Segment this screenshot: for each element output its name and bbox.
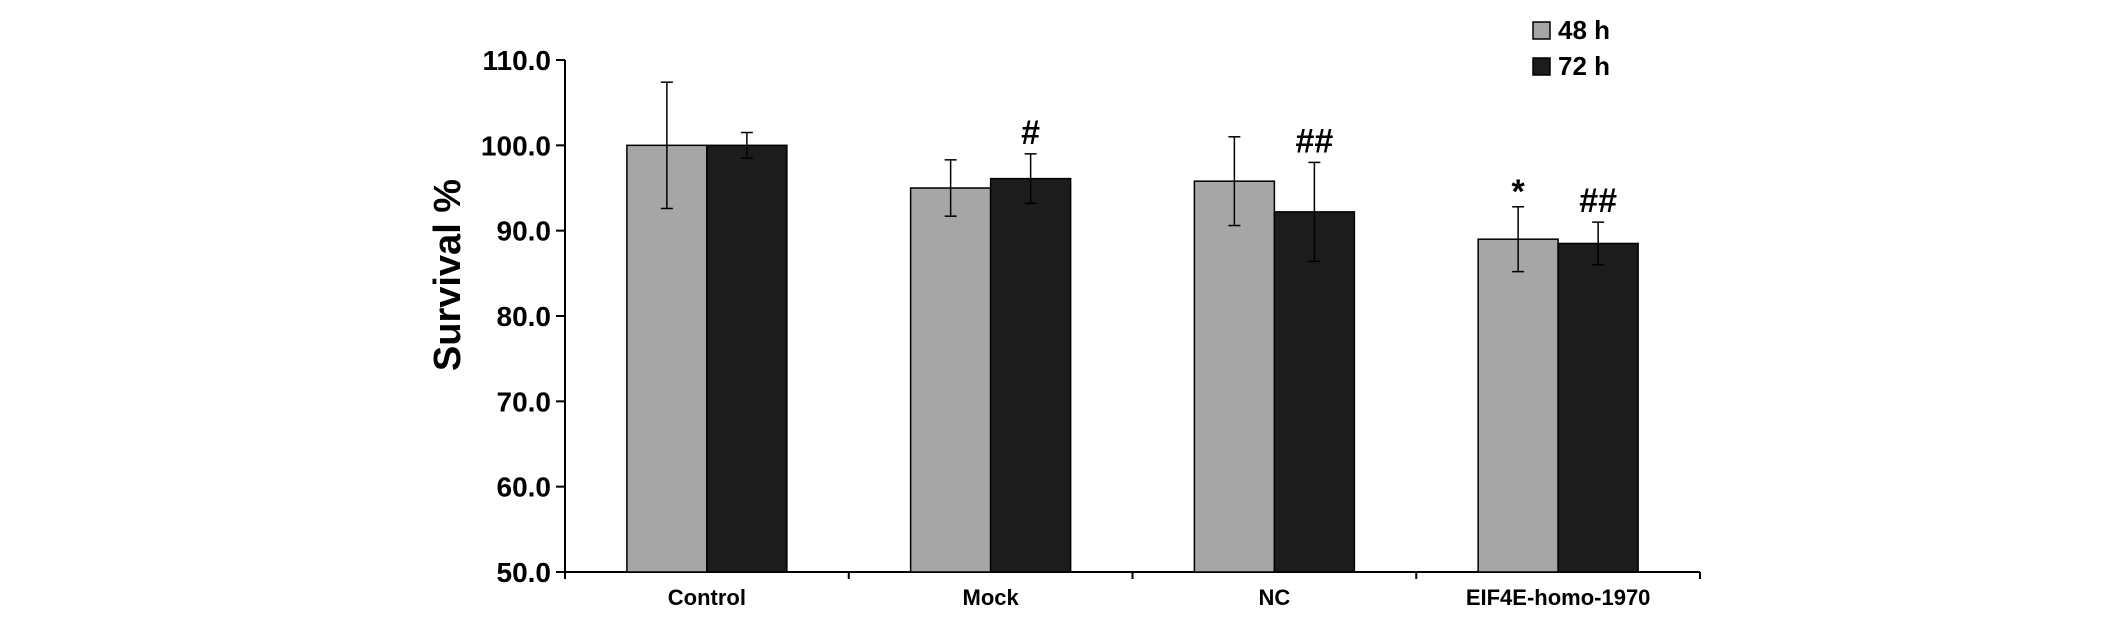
- x-tick-label: EIF4E-homo-1970: [1466, 585, 1651, 610]
- x-tick-label: Control: [668, 585, 746, 610]
- x-axis: Control Mock NC EIF4E-homo-1970: [564, 571, 1701, 610]
- legend-label: 72 h: [1558, 51, 1610, 81]
- y-tick-label: 110.0: [482, 45, 551, 76]
- y-tick-label: 80.0: [497, 301, 552, 332]
- significance-marker: ##: [1295, 122, 1333, 160]
- y-tick-label: 50.0: [497, 557, 552, 588]
- y-tick-label: 90.0: [497, 216, 552, 247]
- bar-48h: [909, 187, 992, 573]
- legend-label: 48 h: [1558, 15, 1610, 45]
- y-axis: 50.0 60.0 70.0 80.0 90.0 100.0 110.0: [481, 45, 566, 588]
- bars: *# ####: [626, 81, 1639, 573]
- y-tick-label: 60.0: [497, 472, 552, 503]
- bar-48h: [1193, 180, 1276, 573]
- bar-72h: [989, 177, 1072, 573]
- y-axis-title: Survival %: [427, 179, 469, 371]
- bar-48h: [1477, 238, 1559, 573]
- y-tick-label: 100.0: [481, 130, 551, 161]
- significance-marker: *: [1512, 173, 1526, 211]
- bar-72h: [1557, 242, 1639, 573]
- x-tick-label: NC: [1258, 585, 1290, 610]
- bar-72h: [706, 144, 788, 573]
- significance-marker: ##: [1579, 182, 1617, 220]
- y-tick-label: 70.0: [497, 386, 552, 417]
- x-tick-label: Mock: [963, 585, 1020, 610]
- legend: 48 h 72 h: [1532, 15, 1610, 81]
- legend-swatch: [1532, 57, 1551, 76]
- bar-48h: [626, 144, 708, 573]
- legend-swatch: [1532, 21, 1551, 40]
- bar-72h: [1273, 211, 1356, 573]
- significance-marker: #: [1021, 114, 1040, 152]
